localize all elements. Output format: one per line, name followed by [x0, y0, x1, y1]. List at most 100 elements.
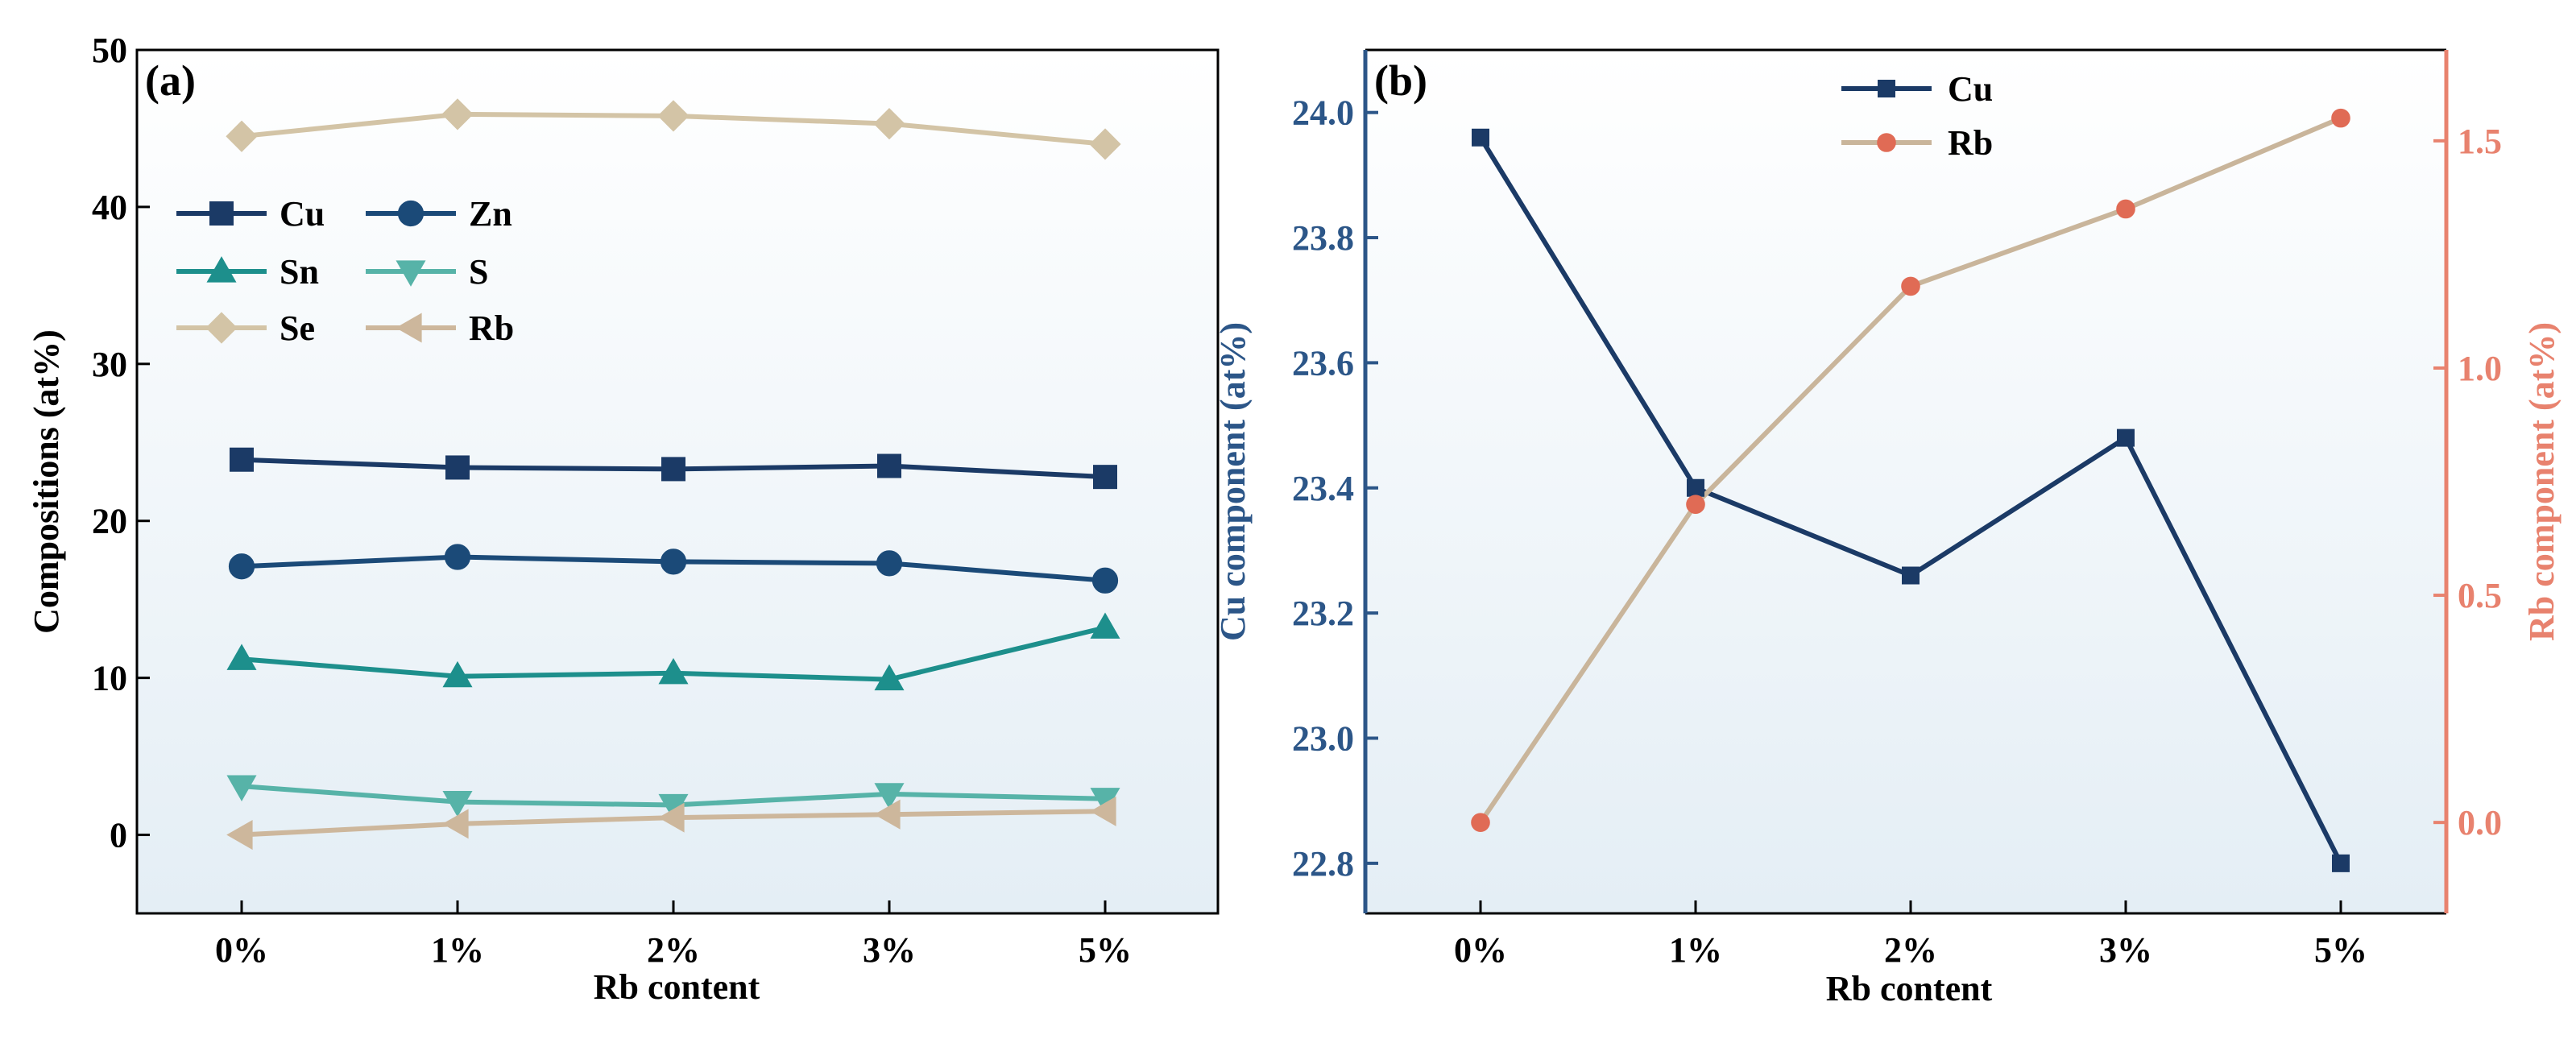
panel-a-zn-point: [444, 544, 471, 570]
panel-a-cu-point: [877, 453, 901, 478]
panel-a-y-axis-title: Compositions (at%): [27, 329, 66, 634]
panel-a-se-point: [873, 107, 905, 140]
panel-b-right-y-tick-label: 1.0: [2458, 349, 2502, 388]
panel-b-x-tick-label: 1%: [1669, 930, 1722, 970]
panel-a-se-point: [226, 120, 258, 152]
panel-a-s-point: [874, 783, 905, 809]
panel-a-x-axis-title: Rb content: [594, 967, 760, 1007]
panel-a-cu-point: [230, 447, 254, 472]
panel-a-se-point: [441, 98, 474, 130]
panel-a-legend-rb-label: Rb: [469, 308, 514, 348]
panel-b-legend-rb-marker: [1877, 133, 1896, 152]
panel-a-se-point: [1089, 128, 1121, 160]
panel-a-legend-cu-marker: [209, 201, 234, 226]
panel-a-label: (a): [145, 56, 196, 105]
panel-b-x-tick-label: 3%: [2099, 930, 2152, 970]
panel-a-x-tick-label: 5%: [1079, 930, 1132, 970]
panel-a-sn-point: [442, 660, 473, 688]
panel-a-x-axis: 0% 1% 2% 3% 5%: [215, 900, 1132, 970]
panel-b-series-markers: [1471, 108, 2350, 872]
panel-b-x-axis-title: Rb content: [1826, 969, 1993, 1008]
panel-b-chart: 22.8 23.0 23.2 23.4 23.6 23.8 24.0 0.0 0.5 1.0 1.…: [1213, 48, 2562, 1008]
panel-b-rb-point: [2331, 108, 2350, 128]
panel-b-left-y-tick-label: 23.6: [1292, 343, 1354, 383]
panel-a-frame: [135, 48, 1220, 915]
panel-a-sn-point: [1090, 612, 1120, 639]
panel-a-legend-s-marker: [396, 260, 426, 287]
panel-a-legend-sn-label: Sn: [280, 252, 319, 292]
panel-b-legend: Cu Rb: [1841, 69, 1993, 163]
panel-b-right-y-axis: 0.0 0.5 1.0 1.5: [2433, 122, 2502, 842]
panel-b-left-y-axis: 22.8 23.0 23.2 23.4 23.6 23.8 24.0: [1292, 93, 1378, 884]
panel-a-s-point: [226, 775, 257, 801]
panel-a-zn-point: [1091, 567, 1119, 594]
panel-a-legend-zn-label: Zn: [469, 194, 512, 234]
panel-a-y-tick-label: 30: [92, 345, 127, 384]
panel-a-chart: 0 10 20 30 40 50 0% 1% 2% 3% 5% (a) Rb content Co…: [27, 31, 1220, 1007]
panel-a-x-tick-label: 0%: [215, 930, 268, 970]
panel-a-s-point: [442, 791, 473, 818]
panel-a-cu-point: [1093, 465, 1117, 490]
panel-b-cu-point: [1902, 566, 1920, 585]
panel-a-legend-zn-marker: [397, 200, 425, 227]
panel-b-rb-point: [1901, 276, 1920, 296]
panel-a-zn-point: [228, 553, 255, 580]
panel-a-legend-rb-marker: [396, 313, 422, 343]
panel-b-legend-rb-label: Rb: [1948, 123, 1993, 163]
panel-b-legend-cu-marker: [1878, 80, 1895, 97]
panel-b-right-y-tick-label: 1.5: [2458, 122, 2502, 161]
panel-a-y-tick-label: 0: [110, 816, 127, 855]
panel-b-rb-point: [1471, 813, 1490, 832]
panel-a-zn-point: [876, 550, 903, 577]
panel-a-x-tick-label: 1%: [431, 930, 484, 970]
panel-a-x-tick-label: 2%: [647, 930, 700, 970]
panel-a-y-axis: 0 10 20 30 40 50: [92, 31, 150, 855]
panel-a-cu-point: [445, 455, 470, 480]
panel-a-rb-point: [874, 799, 901, 830]
panel-a-legend-se-marker: [205, 312, 238, 344]
panel-b-legend-cu-label: Cu: [1948, 69, 1993, 109]
panel-b-left-y-tick-label: 23.8: [1292, 218, 1354, 258]
panel-b-right-y-tick-label: 0.0: [2458, 803, 2502, 842]
panel-a-y-tick-label: 10: [92, 659, 127, 698]
panel-b-left-y-tick-label: 22.8: [1292, 844, 1354, 884]
panel-a-zn-point: [660, 548, 687, 575]
panel-b-cu-point: [2117, 428, 2135, 447]
panel-b-left-y-tick-label: 24.0: [1292, 93, 1354, 133]
panel-a-plot-area: [137, 50, 1218, 913]
panel-a-se-point: [657, 100, 690, 132]
panel-b-right-y-tick-label: 0.5: [2458, 576, 2502, 615]
panel-b-left-y-axis-title: Cu component (at%): [1213, 322, 1253, 641]
panel-a-y-tick-label: 50: [92, 31, 127, 70]
panel-b-left-y-tick-label: 23.0: [1292, 718, 1354, 758]
panel-a-y-tick-label: 20: [92, 502, 127, 541]
panel-b-x-tick-label: 2%: [1884, 930, 1937, 970]
panel-a-rb-point: [226, 820, 253, 851]
panel-a-rb-point: [1090, 796, 1116, 826]
panel-a-y-tick-label: 40: [92, 188, 127, 227]
panel-a-legend-s-label: S: [469, 252, 488, 292]
panel-a-sn-point: [226, 644, 257, 670]
panel-a-x-tick-label: 3%: [863, 930, 916, 970]
panel-b-x-axis: 0% 1% 2% 3% 5%: [1454, 900, 2367, 970]
panel-b-plot-area: [1365, 50, 2446, 913]
panel-a-legend-cu-label: Cu: [280, 194, 325, 234]
panel-b-rb-point: [2116, 199, 2135, 219]
panel-a-sn-point: [874, 664, 905, 691]
panel-a-series-markers: [226, 98, 1121, 851]
panel-b-rb-point: [1686, 495, 1705, 515]
panel-b-left-y-tick-label: 23.2: [1292, 594, 1354, 633]
panel-a-rb-point: [442, 809, 469, 839]
panel-a-cu-point: [661, 457, 685, 482]
panel-a-legend-se-label: Se: [280, 308, 315, 348]
panel-b-x-tick-label: 0%: [1454, 930, 1507, 970]
panel-a-legend-sn-marker: [206, 256, 237, 283]
panel-b-right-y-axis-title: Rb component (at%): [2522, 322, 2562, 641]
panel-b-left-y-tick-label: 23.4: [1292, 469, 1354, 508]
panel-b-cu-point: [1687, 478, 1704, 497]
panel-b-cu-point: [1472, 128, 1489, 147]
panel-b-x-tick-label: 5%: [2314, 930, 2367, 970]
panel-a-rb-point: [658, 802, 685, 833]
